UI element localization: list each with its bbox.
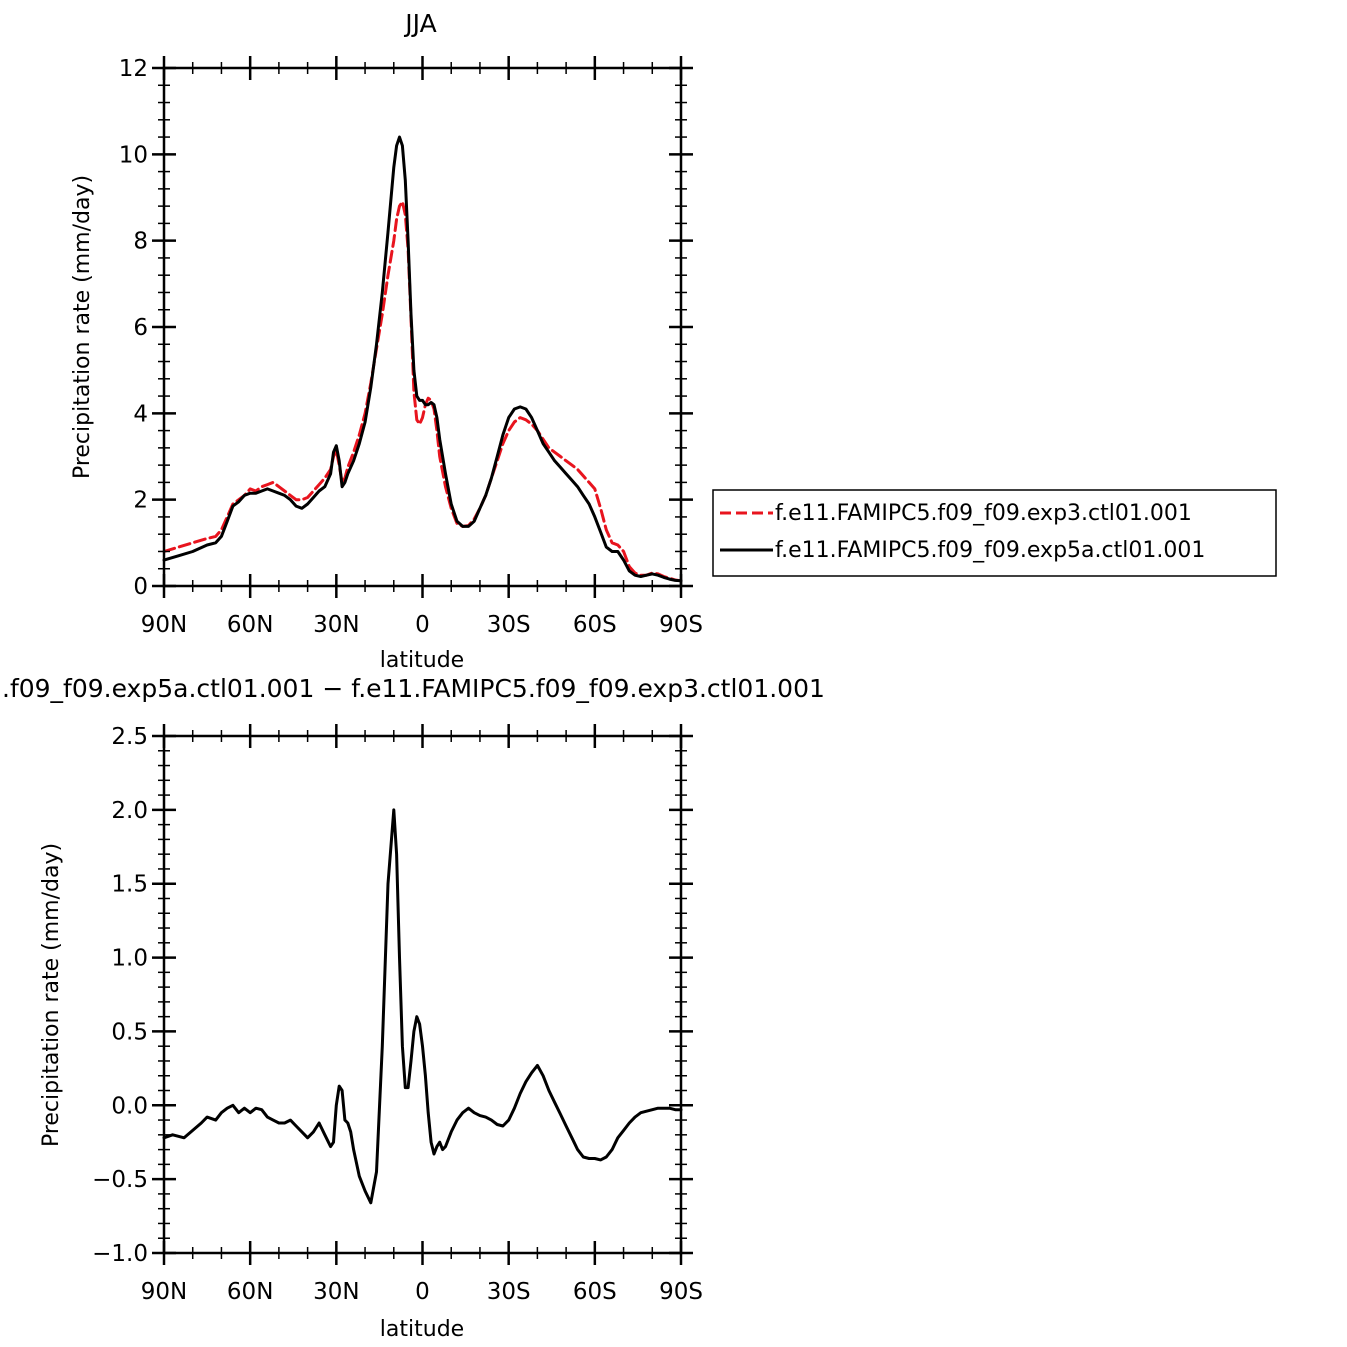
x-tick-label: 90S xyxy=(659,612,703,638)
plot-frame xyxy=(162,66,683,588)
legend: f.e11.FAMIPC5.f09_f09.exp3.ctl01.001 f.e… xyxy=(712,489,1277,577)
y-tick-label: 12 xyxy=(119,56,148,82)
x-tick-label: 60N xyxy=(227,612,273,638)
x-tick-label: 30S xyxy=(487,612,531,638)
legend-label-exp3: f.e11.FAMIPC5.f09_f09.exp3.ctl01.001 xyxy=(775,501,1192,526)
x-tick-label: 90N xyxy=(141,612,187,638)
y-tick-label: 6 xyxy=(133,315,148,341)
chart-title: JJA xyxy=(403,9,436,38)
y-tick-label: 2.0 xyxy=(111,798,148,824)
x-tick-labels: 90N 60N 30N 0 30S 60S 90S xyxy=(141,1279,703,1305)
y-tick-label: −0.5 xyxy=(92,1167,148,1193)
x-tick-label: 60S xyxy=(573,1279,617,1305)
y-tick-labels: −1.0 −0.5 0.0 0.5 1.0 1.5 2.0 2.5 xyxy=(92,724,148,1267)
y-tick-label: 2 xyxy=(133,488,148,514)
x-tick-label: 0 xyxy=(415,1279,430,1305)
x-tick-labels: 90N 60N 30N 0 30S 60S 90S xyxy=(141,612,703,638)
precipitation-chart: JJA 0 2 4 6 8 10 12 90N 60N 30N 0 30S 60S 90S latitu… xyxy=(70,9,1277,673)
y-tick-label: 0.5 xyxy=(111,1019,148,1045)
x-tick-label: 60S xyxy=(573,612,617,638)
plot-area xyxy=(162,135,683,583)
legend-label-exp5a: f.e11.FAMIPC5.f09_f09.exp5a.ctl01.001 xyxy=(775,538,1205,563)
x-tick-label: 30N xyxy=(313,1279,359,1305)
x-tick-label: 30S xyxy=(487,1279,531,1305)
axis-ticks xyxy=(152,56,693,598)
series-line-1 xyxy=(162,135,683,583)
y-tick-labels: 0 2 4 6 8 10 12 xyxy=(119,56,148,600)
y-tick-label: 10 xyxy=(119,142,148,168)
x-tick-label: 60N xyxy=(227,1279,273,1305)
y-tick-label: 2.5 xyxy=(111,724,148,750)
y-tick-label: 0.0 xyxy=(111,1093,148,1119)
y-tick-label: 8 xyxy=(133,229,148,255)
series-line-0 xyxy=(162,808,683,1205)
plot-frame xyxy=(162,734,683,1255)
y-tick-label: 4 xyxy=(133,401,148,427)
legend-box xyxy=(712,489,1277,577)
y-tick-label: 1.5 xyxy=(111,872,148,898)
difference-chart: .f09_f09.exp5a.ctl01.001 − f.e11.FAMIPC5… xyxy=(2,674,825,1342)
y-axis-label: Precipitation rate (mm/day) xyxy=(70,175,95,479)
y-tick-label: 1.0 xyxy=(111,946,148,972)
x-tick-label: 90N xyxy=(141,1279,187,1305)
y-axis-label: Precipitation rate (mm/day) xyxy=(39,843,64,1147)
x-axis-label: latitude xyxy=(380,648,464,673)
y-tick-label: −1.0 xyxy=(92,1241,148,1267)
x-axis-label: latitude xyxy=(380,1317,464,1342)
plot-area xyxy=(162,808,683,1205)
axis-ticks xyxy=(152,724,693,1265)
series-line-0 xyxy=(162,200,683,583)
y-tick-label: 0 xyxy=(133,574,148,600)
difference-chart-title: .f09_f09.exp5a.ctl01.001 − f.e11.FAMIPC5… xyxy=(2,674,825,703)
x-tick-label: 30N xyxy=(313,612,359,638)
x-tick-label: 90S xyxy=(659,1279,703,1305)
x-tick-label: 0 xyxy=(415,612,430,638)
